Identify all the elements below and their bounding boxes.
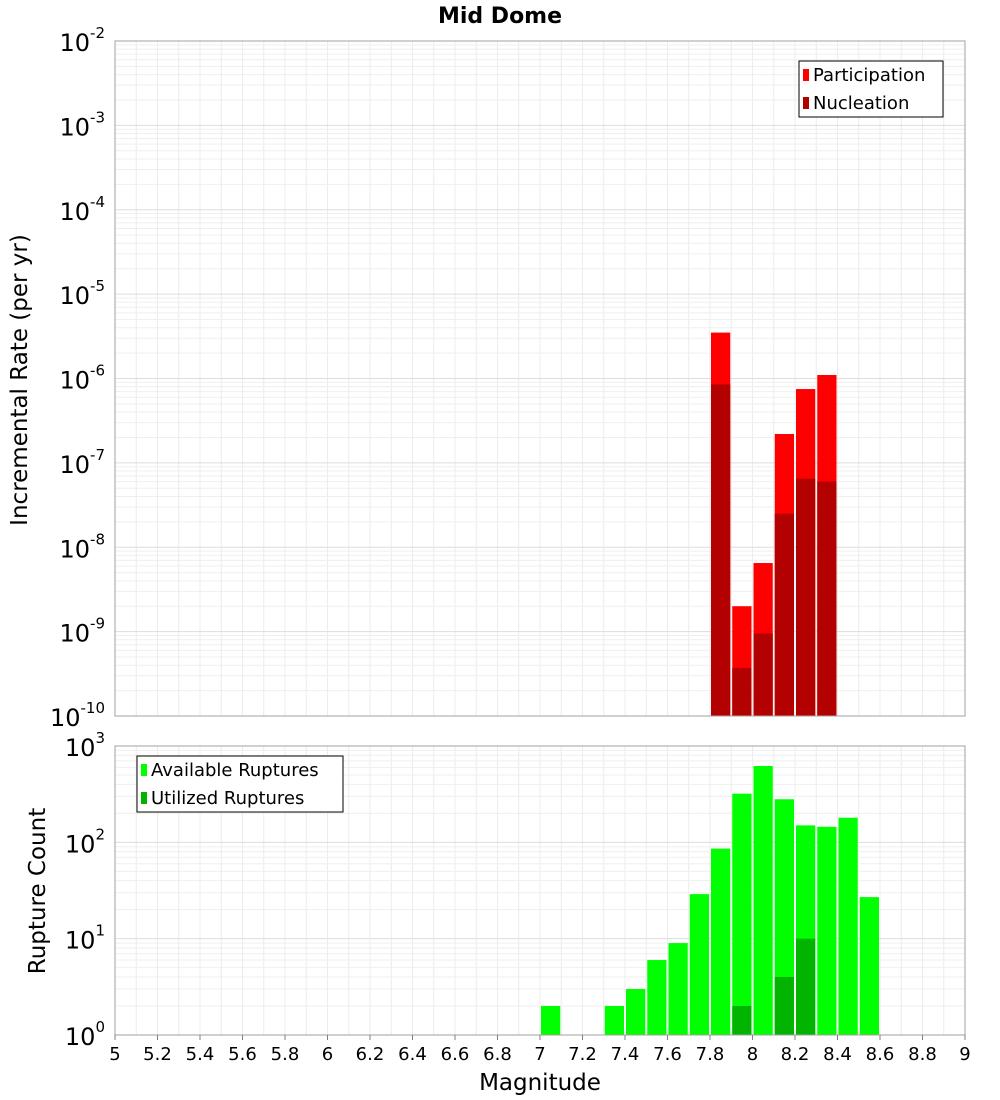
x-axis-label: Magnitude <box>479 1070 601 1096</box>
y-tick-label: 10-2 <box>59 24 105 57</box>
available-ruptures-bar <box>859 897 879 1035</box>
x-tick-label: 7.6 <box>653 1044 682 1065</box>
available-ruptures-bar <box>838 817 858 1035</box>
y-tick-label: 10-10 <box>50 699 105 732</box>
nucleation-bar <box>753 633 773 716</box>
x-tick-label: 9 <box>959 1044 970 1065</box>
y-tick-label: 10-4 <box>59 193 105 226</box>
chart-title: Mid Dome <box>438 4 562 29</box>
legend-swatch <box>141 764 147 776</box>
x-tick-label: 8 <box>747 1044 758 1065</box>
utilized-ruptures-bar <box>732 1006 752 1035</box>
x-tick-label: 5.4 <box>186 1044 215 1065</box>
x-tick-label: 5.8 <box>271 1044 300 1065</box>
legend-label: Utilized Ruptures <box>151 788 304 809</box>
x-tick-label: 5.2 <box>143 1044 172 1065</box>
legend-swatch <box>803 97 809 109</box>
x-tick-label: 7.2 <box>568 1044 597 1065</box>
legend: Participation Nucleation <box>798 60 944 118</box>
x-tick-label: 6.2 <box>356 1044 385 1065</box>
legend: Available Ruptures Utilized Ruptures <box>136 755 344 813</box>
legend-label: Participation <box>813 65 925 86</box>
available-ruptures-bar <box>604 1006 624 1035</box>
bottom-y-axis-label: Rupture Count <box>25 808 51 974</box>
nucleation-bar <box>796 478 816 716</box>
utilized-ruptures-bar <box>774 977 794 1035</box>
available-ruptures-bar <box>732 793 752 1035</box>
nucleation-bar <box>711 384 731 716</box>
nucleation-bar <box>774 513 794 716</box>
available-ruptures-bar <box>647 960 667 1035</box>
x-tick-label: 6.8 <box>483 1044 512 1065</box>
grid-lines <box>114 41 966 717</box>
available-ruptures-bar <box>774 799 794 1035</box>
x-tick-label: 8.8 <box>908 1044 937 1065</box>
x-tick-label: 7 <box>534 1044 545 1065</box>
available-ruptures-bar <box>668 943 688 1035</box>
x-tick-label: 6.4 <box>398 1044 427 1065</box>
x-tick-label: 6.6 <box>441 1044 470 1065</box>
legend-swatch <box>141 792 147 804</box>
y-tick-label: 103 <box>65 729 105 762</box>
plot-frame <box>114 40 966 717</box>
y-tick-label: 10-6 <box>59 362 105 395</box>
y-tick-label: 10-3 <box>59 108 105 141</box>
legend-label: Nucleation <box>813 93 909 114</box>
available-ruptures-bar <box>689 894 709 1035</box>
available-ruptures-bar <box>626 989 646 1035</box>
y-tick-label: 10-7 <box>59 446 105 479</box>
available-ruptures-bar <box>711 848 731 1035</box>
x-tick-label: 5 <box>109 1044 120 1065</box>
nucleation-bar <box>732 668 752 716</box>
bottom-plot-panel: 100 101 102 103 5 5.2 5.4 5.6 5.8 6 6.2 6.4 6.6 6.8 7 7… <box>65 729 971 1065</box>
x-tick-label: 7.4 <box>611 1044 640 1065</box>
top-y-axis-label: Incremental Rate (per yr) <box>7 234 33 526</box>
x-tick-label: 8.2 <box>781 1044 810 1065</box>
legend-label: Available Ruptures <box>151 760 319 781</box>
utilized-ruptures-bar <box>796 938 816 1035</box>
nucleation-bar <box>817 481 837 716</box>
x-tick-label: 7.8 <box>696 1044 725 1065</box>
y-tick-label: 10-5 <box>59 277 105 310</box>
available-ruptures-bar <box>753 765 773 1035</box>
y-tick-label: 100 <box>65 1018 105 1051</box>
x-tick-label: 8.6 <box>866 1044 895 1065</box>
x-tick-label: 6 <box>322 1044 333 1065</box>
available-ruptures-bar <box>817 826 837 1035</box>
available-ruptures-bar <box>541 1006 561 1035</box>
top-plot-panel: 10-10 10-9 10-8 10-7 10-6 10-5 10-4 10-3 10-2 Par… <box>50 24 966 732</box>
legend-box <box>798 60 944 118</box>
x-tick-label: 8.4 <box>823 1044 852 1065</box>
y-tick-label: 10-9 <box>59 615 105 648</box>
legend-box <box>136 755 344 813</box>
y-tick-label: 102 <box>65 825 105 858</box>
y-tick-label: 10-8 <box>59 530 105 563</box>
y-tick-label: 101 <box>65 922 105 955</box>
x-tick-label: 5.6 <box>228 1044 257 1065</box>
legend-swatch <box>803 69 809 81</box>
